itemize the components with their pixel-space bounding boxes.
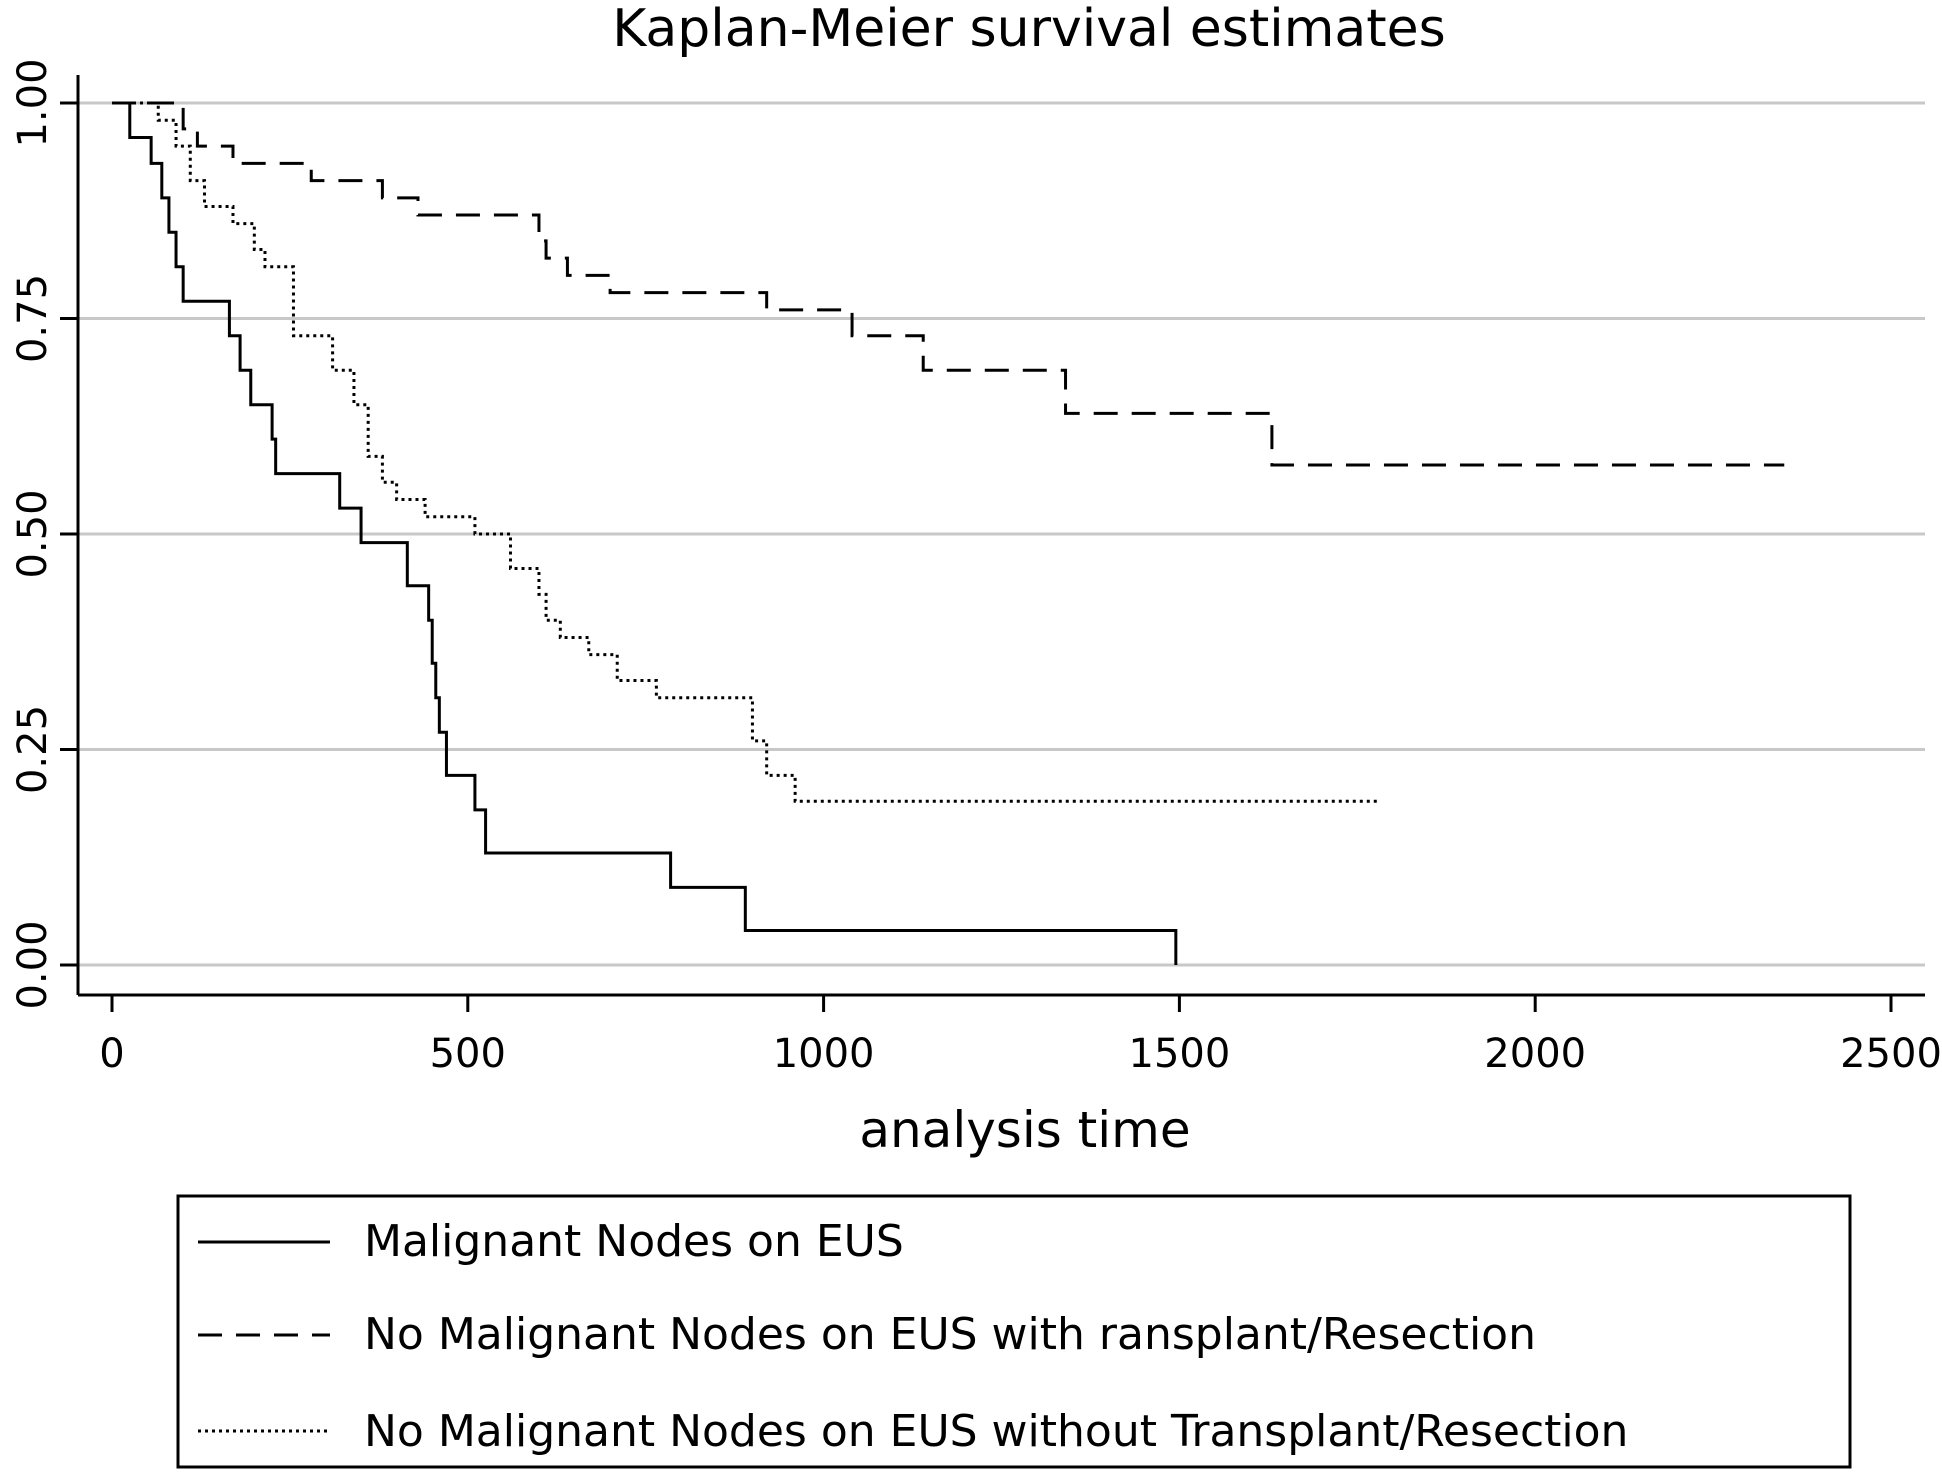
x-tick-label: 1500 <box>1129 1031 1231 1077</box>
y-tick-label: 1.00 <box>10 58 56 147</box>
y-tick-label: 0.75 <box>10 274 56 363</box>
x-ticks: 0 500 1000 1500 2000 2500 <box>99 995 1942 1077</box>
y-tick-label: 0.00 <box>10 920 56 1009</box>
x-tick-label: 0 <box>99 1031 124 1077</box>
km-curve-dotted <box>112 101 1379 803</box>
legend-label-without-transplant: No Malignant Nodes on EUS without Transp… <box>364 1406 1628 1457</box>
y-ticks: 0.00 0.25 0.50 0.75 1.00 <box>10 58 78 1010</box>
km-curve-solid <box>112 101 1178 965</box>
km-curve-dashed <box>112 101 1785 467</box>
x-tick-label: 1000 <box>773 1031 875 1077</box>
y-tick-label: 0.25 <box>10 705 56 794</box>
y-tick-label: 0.50 <box>10 489 56 578</box>
legend-label-with-transplant: No Malignant Nodes on EUS with ransplant… <box>364 1309 1536 1360</box>
chart-title: Kaplan-Meier survival estimates <box>612 0 1445 59</box>
x-tick-label: 2000 <box>1484 1031 1586 1077</box>
gridlines <box>78 101 1925 967</box>
series-lines <box>112 101 1785 965</box>
legend-label-malignant: Malignant Nodes on EUS <box>364 1216 904 1267</box>
legend-box <box>176 1194 1852 1469</box>
x-tick-label: 500 <box>430 1031 506 1077</box>
x-axis-label: analysis time <box>859 1101 1190 1159</box>
legend: Malignant Nodes on EUS No Malignant Node… <box>176 1194 1852 1469</box>
x-tick-label: 2500 <box>1840 1031 1942 1077</box>
